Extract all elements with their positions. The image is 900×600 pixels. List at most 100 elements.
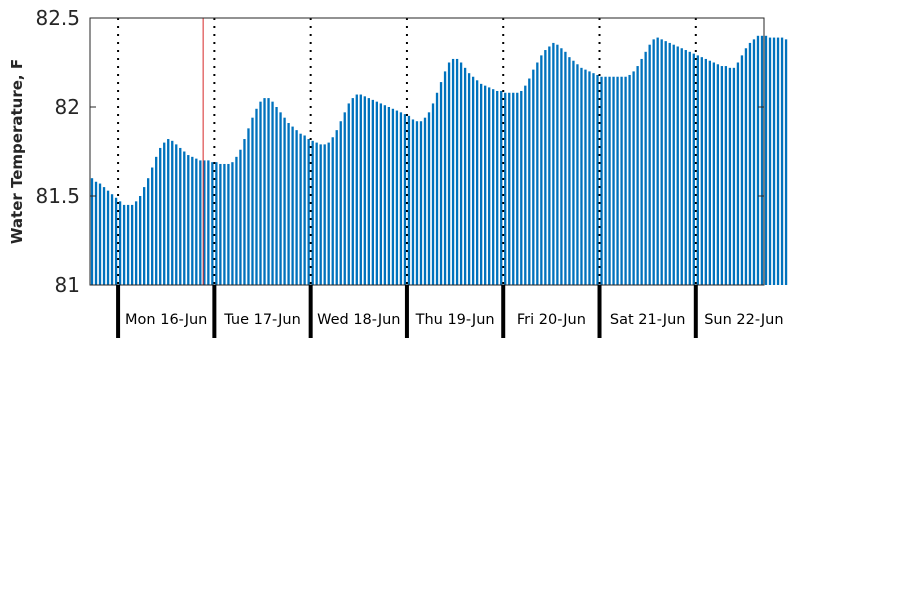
bar <box>592 73 595 286</box>
bar <box>211 162 214 285</box>
bar <box>616 76 619 286</box>
bar <box>387 107 391 285</box>
bar <box>427 112 431 285</box>
y-axis-ticks: 81 81.5 82 82.5 <box>35 6 764 297</box>
bar <box>323 144 326 285</box>
bar <box>415 121 419 286</box>
bar <box>147 178 150 285</box>
bar <box>488 87 491 285</box>
bar <box>764 35 768 285</box>
bar <box>155 156 158 285</box>
bar <box>728 67 732 285</box>
bar <box>484 85 487 285</box>
bar <box>143 187 146 285</box>
bar <box>768 37 772 285</box>
bar <box>664 41 667 285</box>
bar <box>267 98 270 285</box>
bar <box>90 178 94 285</box>
bar <box>187 155 190 285</box>
bar <box>235 156 238 285</box>
bar <box>315 142 318 285</box>
bar <box>500 90 503 285</box>
bar <box>383 105 387 285</box>
bar <box>159 147 162 285</box>
bar <box>167 139 170 285</box>
bar <box>239 149 242 285</box>
bar <box>163 142 166 285</box>
bar <box>191 156 194 285</box>
bar <box>596 74 599 286</box>
bar <box>283 117 286 286</box>
bar <box>516 92 519 285</box>
bar <box>379 103 383 285</box>
bar <box>732 67 736 285</box>
bar <box>552 42 555 285</box>
bar <box>223 163 226 285</box>
bar <box>367 98 370 285</box>
bar <box>343 112 346 285</box>
bar <box>680 48 683 286</box>
bar <box>467 73 471 286</box>
bar <box>138 196 142 285</box>
bar <box>560 48 563 286</box>
bar <box>700 57 703 285</box>
bar <box>355 94 358 285</box>
bar <box>463 67 467 285</box>
bar <box>195 158 198 285</box>
bar <box>692 53 695 285</box>
bar <box>287 123 290 286</box>
bar <box>299 133 302 285</box>
bar <box>772 37 776 285</box>
bar <box>339 121 342 286</box>
bar <box>275 107 278 285</box>
bar <box>580 67 583 285</box>
bar <box>736 62 740 285</box>
bar <box>620 76 623 286</box>
bar <box>271 101 274 285</box>
bar <box>395 110 399 285</box>
bar <box>447 62 451 285</box>
bar <box>203 160 206 285</box>
day-label: Mon 16-Jun <box>125 312 207 328</box>
bar <box>151 167 154 285</box>
bar <box>520 90 523 285</box>
bar <box>668 42 671 285</box>
bar <box>126 204 130 285</box>
bar <box>780 37 784 285</box>
y-tick-label: 81 <box>55 273 80 297</box>
bar <box>403 114 407 286</box>
bar <box>648 44 651 286</box>
bar <box>475 80 479 285</box>
bar <box>568 57 571 285</box>
bar <box>183 151 186 285</box>
bar <box>431 103 435 285</box>
bar <box>311 140 314 285</box>
bar <box>756 35 760 285</box>
bar <box>536 62 539 285</box>
bar <box>640 58 643 285</box>
bar <box>227 163 230 285</box>
bar <box>118 201 122 285</box>
bar <box>532 69 535 286</box>
bar <box>504 92 507 285</box>
bar <box>347 103 350 285</box>
bar <box>114 197 118 285</box>
bar <box>435 92 439 285</box>
bar <box>335 130 338 285</box>
bar <box>179 147 182 285</box>
bar <box>375 101 379 285</box>
bar <box>471 76 475 286</box>
bar <box>564 51 567 285</box>
bar <box>652 39 655 285</box>
bar <box>608 76 611 286</box>
day-label: Tue 17-Jun <box>223 312 301 328</box>
bar <box>708 60 711 285</box>
bar <box>94 181 98 285</box>
bar <box>279 112 282 285</box>
bar <box>524 85 527 285</box>
bar <box>688 51 691 285</box>
bar <box>656 37 659 285</box>
bar <box>480 83 483 285</box>
bar <box>548 46 551 286</box>
bar <box>712 62 716 285</box>
